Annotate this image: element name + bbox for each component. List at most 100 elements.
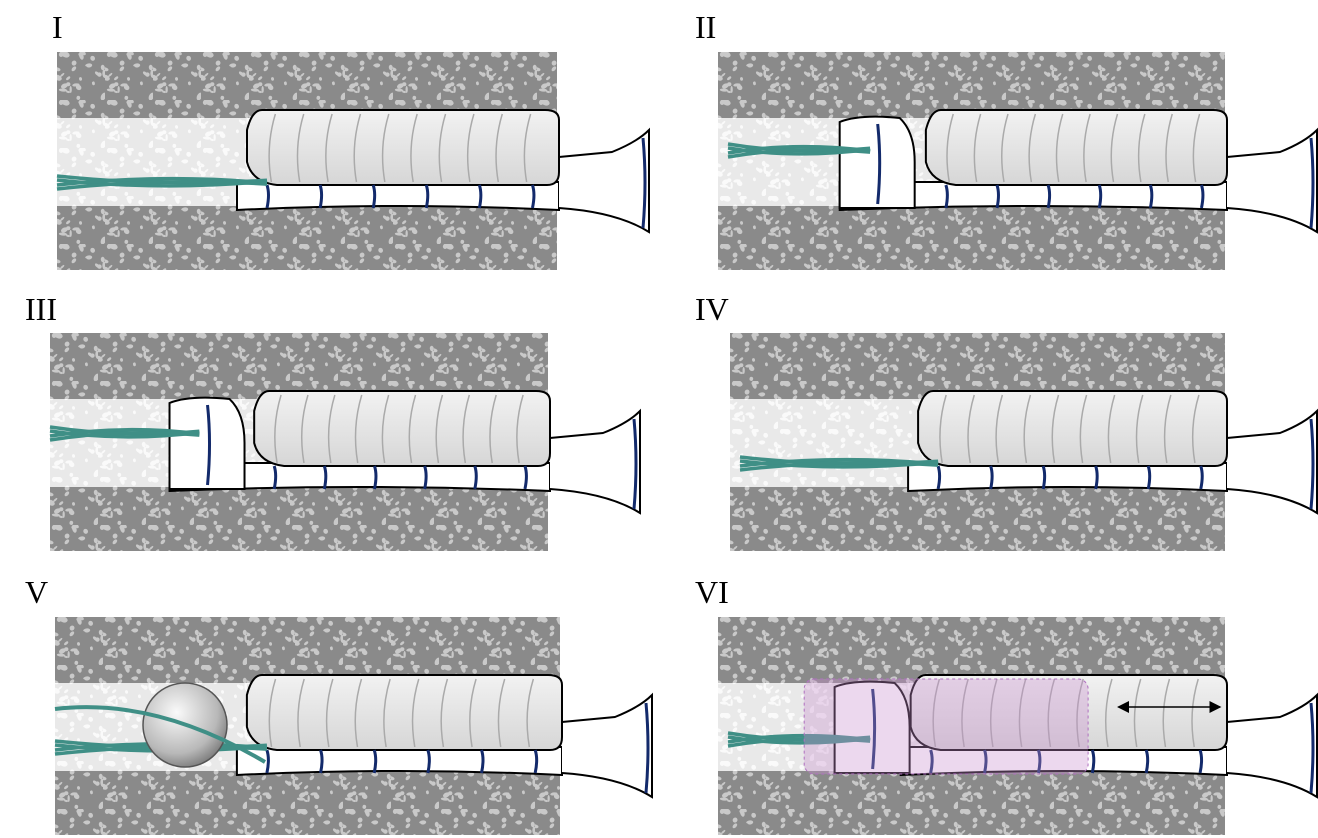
marker — [989, 465, 994, 490]
thread — [1076, 678, 1084, 748]
bone-top — [718, 52, 1225, 118]
marker — [265, 184, 270, 209]
thread — [354, 394, 363, 464]
cap — [168, 396, 246, 490]
marker — [372, 749, 378, 774]
thread — [1079, 394, 1088, 464]
lower-strip — [899, 746, 1228, 777]
thread — [1047, 678, 1056, 748]
marker — [1041, 465, 1047, 490]
thread — [383, 678, 391, 748]
thread — [268, 113, 277, 183]
panel-label: I — [52, 9, 63, 45]
tail — [561, 692, 653, 799]
tail — [1226, 408, 1318, 515]
thread — [1163, 394, 1172, 464]
screw-body — [253, 390, 551, 467]
thread — [300, 394, 309, 464]
tail — [1226, 692, 1318, 799]
lower-strip — [235, 746, 563, 777]
screw-body — [924, 109, 1228, 186]
thread — [354, 678, 363, 748]
thread — [410, 113, 418, 183]
thread — [489, 394, 497, 464]
overlay — [803, 678, 1089, 775]
marker — [1199, 184, 1205, 209]
tail-marker — [641, 137, 647, 229]
panel — [718, 52, 1318, 270]
tail-marker — [1309, 702, 1315, 794]
strand — [739, 460, 939, 472]
marker — [426, 749, 431, 774]
thread — [462, 394, 471, 464]
thread — [495, 113, 503, 183]
cap-marker — [876, 123, 882, 205]
panel-label: V — [25, 574, 48, 610]
bone-bottom — [57, 206, 557, 270]
panel-label: IV — [695, 291, 729, 327]
marker — [477, 184, 483, 209]
marker — [473, 465, 478, 490]
marker — [1097, 184, 1103, 209]
marker — [1046, 184, 1052, 209]
marker — [1036, 749, 1042, 774]
thread — [381, 113, 390, 183]
thread — [353, 113, 362, 183]
bone-top — [57, 52, 557, 118]
thread — [523, 113, 532, 183]
panel — [730, 333, 1318, 551]
thread — [408, 394, 417, 464]
thread — [325, 678, 334, 748]
thread — [1083, 113, 1091, 183]
bone-top — [55, 617, 560, 683]
marker — [1090, 749, 1096, 774]
marker — [322, 465, 328, 490]
bone-bottom — [730, 487, 1225, 551]
screw-body — [246, 109, 560, 186]
cap — [833, 680, 911, 774]
panel-label: III — [25, 291, 57, 327]
thread — [469, 678, 477, 748]
marker — [1148, 184, 1154, 209]
marker — [936, 465, 942, 490]
thread — [1137, 113, 1146, 183]
thread — [435, 394, 444, 464]
lower-strip — [236, 181, 560, 212]
thread — [411, 678, 420, 748]
marker — [423, 465, 428, 490]
marker — [1199, 465, 1204, 490]
thread — [1028, 113, 1037, 183]
marker — [929, 749, 934, 774]
lower-strip — [907, 462, 1228, 493]
strand — [54, 705, 267, 764]
thread — [274, 394, 282, 464]
thread — [989, 678, 998, 748]
cap — [838, 115, 916, 209]
panel-label: VI — [695, 574, 729, 610]
thread — [325, 113, 333, 183]
marker — [1094, 465, 1099, 490]
thread — [1110, 113, 1119, 183]
marker — [1198, 749, 1204, 774]
bone-top — [50, 333, 548, 399]
thread — [526, 678, 535, 748]
tail-marker — [644, 702, 650, 794]
tail-marker — [1309, 418, 1315, 510]
thread — [961, 678, 969, 748]
marker — [318, 184, 324, 209]
strand — [739, 457, 939, 468]
marker — [533, 749, 539, 774]
marker — [1144, 749, 1150, 774]
marker — [523, 465, 528, 490]
strand — [727, 736, 871, 748]
bone-bottom — [718, 771, 1225, 835]
thread — [1018, 678, 1027, 748]
strand — [49, 430, 200, 442]
thread — [1192, 113, 1201, 183]
thread — [932, 678, 941, 748]
thread — [297, 678, 305, 748]
panel — [49, 333, 641, 551]
thread — [1107, 394, 1116, 464]
cap-marker — [871, 688, 877, 770]
